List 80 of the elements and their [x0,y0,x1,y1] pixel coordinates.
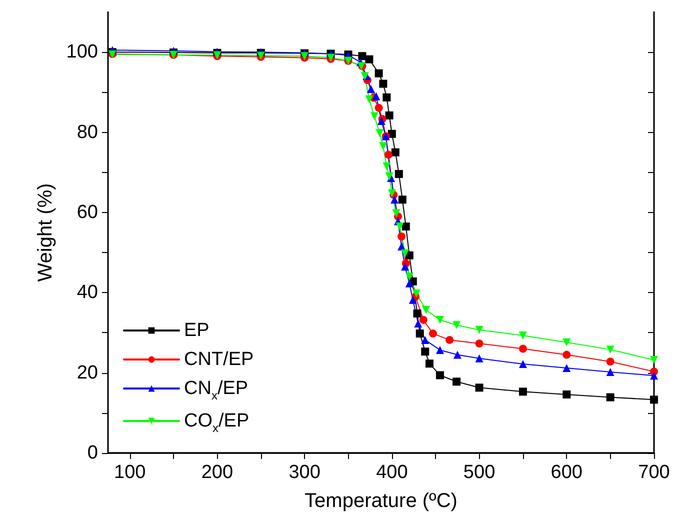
y-tick-label: 80 [76,122,98,143]
x-tick-label: 100 [114,462,146,483]
point [379,80,388,88]
point [402,222,410,230]
point [419,316,428,324]
legend-label: EP [184,320,210,341]
point [436,316,444,324]
point [382,162,391,170]
x-tick-label: 300 [288,462,320,483]
x-axis-title: Temperature (ºC) [304,490,458,512]
point [650,372,658,380]
point [606,346,614,354]
point [374,69,383,78]
point [475,354,484,362]
point [401,262,410,271]
point [436,371,444,380]
point [421,348,430,356]
point [606,368,614,376]
y-tick-label: 40 [76,282,98,304]
point [421,336,430,344]
point [518,388,527,396]
point [384,150,392,159]
point [475,326,484,334]
point [398,232,406,241]
point [606,358,614,366]
point [366,84,375,93]
x-tick-label: 600 [550,462,582,483]
point [413,309,422,318]
point [379,142,388,150]
point [414,320,422,328]
point [475,384,484,392]
point [452,378,461,386]
point [425,360,434,368]
point [452,321,461,330]
point [365,95,374,104]
y-axis-title: Weight (%) [34,183,56,282]
point [446,336,454,344]
point [365,55,374,64]
point [518,344,527,353]
point [562,338,571,346]
point [562,390,571,398]
point [562,364,571,372]
point [385,111,394,120]
x-tick-label: 500 [463,462,496,483]
point [562,350,571,359]
point [370,112,378,120]
point [396,222,404,230]
point [376,129,384,138]
point [416,330,424,338]
legend-label: CNT/EP [184,349,254,370]
point [372,92,380,100]
y-tick-label: 100 [66,42,98,63]
point [606,393,614,402]
point [475,340,484,348]
point [412,289,420,298]
point [374,104,383,112]
point [405,279,414,288]
point [422,306,430,314]
point [401,249,410,258]
point [408,296,417,304]
x-tick-label: 400 [376,462,408,483]
point [398,196,406,204]
point [453,350,462,359]
point [650,356,658,364]
y-tick-label: 0 [87,442,98,464]
x-tick-label: 200 [201,462,234,483]
point [391,148,400,156]
point [436,346,444,354]
x-tick-label: 700 [638,462,670,483]
y-tick-label: 20 [76,362,98,384]
point [390,196,399,204]
point [518,360,527,368]
y-tick-label: 60 [76,202,98,223]
point [392,209,400,218]
point [405,272,414,281]
point [518,332,527,340]
point [428,330,437,338]
point [394,170,403,178]
point [650,396,658,404]
point [382,93,391,102]
